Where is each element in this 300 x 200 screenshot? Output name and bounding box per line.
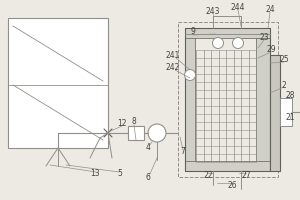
Bar <box>270 55 280 171</box>
Text: 241: 241 <box>166 50 180 60</box>
Text: 13: 13 <box>90 170 100 178</box>
Text: 7: 7 <box>181 148 185 156</box>
Text: 243: 243 <box>206 7 220 17</box>
Bar <box>128 126 144 140</box>
Bar <box>178 22 278 177</box>
Text: 244: 244 <box>231 3 245 12</box>
Circle shape <box>232 38 244 48</box>
Text: 5: 5 <box>118 170 122 178</box>
Bar <box>185 28 195 171</box>
Text: 25: 25 <box>279 55 289 64</box>
Text: 24: 24 <box>265 5 275 15</box>
Circle shape <box>184 70 196 80</box>
Circle shape <box>212 38 224 48</box>
Bar <box>185 28 270 171</box>
Bar <box>280 98 292 126</box>
Text: 9: 9 <box>190 27 195 36</box>
Text: 28: 28 <box>285 90 295 99</box>
Bar <box>256 28 270 171</box>
Text: 4: 4 <box>146 144 150 152</box>
Text: 6: 6 <box>146 173 150 182</box>
Circle shape <box>148 124 166 142</box>
Text: 29: 29 <box>266 46 276 54</box>
Bar <box>185 161 270 171</box>
Text: 2: 2 <box>282 80 286 90</box>
Text: 26: 26 <box>227 180 237 190</box>
Text: 242: 242 <box>166 64 180 72</box>
Text: 21: 21 <box>285 114 295 122</box>
Text: 12: 12 <box>117 118 127 128</box>
Bar <box>185 28 270 38</box>
Text: 22: 22 <box>203 170 213 180</box>
Text: 8: 8 <box>132 117 136 127</box>
Text: 23: 23 <box>259 33 269 43</box>
Bar <box>8 18 108 148</box>
Text: 27: 27 <box>241 170 251 180</box>
